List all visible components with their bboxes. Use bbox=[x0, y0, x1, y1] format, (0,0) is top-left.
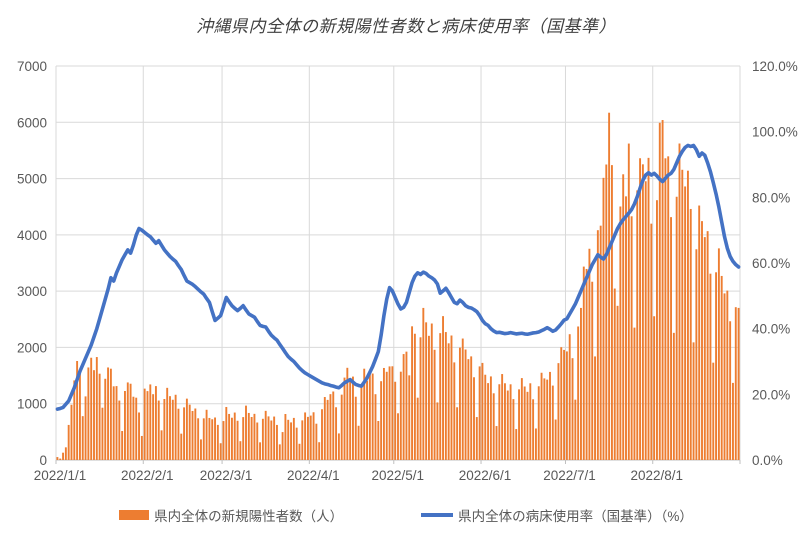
svg-text:0.0%: 0.0% bbox=[752, 453, 783, 468]
right-axis-labels: 0.0% 20.0% 40.0% 60.0% 80.0% 100.0% 120.0% bbox=[752, 59, 798, 468]
left-axis-labels: 0 1000 2000 3000 4000 5000 6000 7000 bbox=[17, 59, 47, 468]
svg-text:2022/3/1: 2022/3/1 bbox=[200, 468, 253, 483]
svg-text:2000: 2000 bbox=[17, 340, 47, 355]
svg-text:80.0%: 80.0% bbox=[752, 190, 790, 205]
svg-text:6000: 6000 bbox=[17, 115, 47, 130]
legend-item-cases: 県内全体の新規陽性者数（人） bbox=[119, 505, 343, 525]
chart-legend: 県内全体の新規陽性者数（人） 県内全体の病床使用率（国基準）（%） bbox=[0, 505, 812, 525]
legend-item-bed-usage: 県内全体の病床使用率（国基準）（%） bbox=[421, 505, 693, 525]
bar-series-swatch bbox=[119, 510, 150, 520]
svg-text:3000: 3000 bbox=[17, 284, 47, 299]
line-series-bed-usage bbox=[55, 143, 741, 411]
svg-text:2022/8/1: 2022/8/1 bbox=[630, 468, 683, 483]
svg-text:2022/7/1: 2022/7/1 bbox=[543, 468, 596, 483]
chart-plot-area: 0 1000 2000 3000 4000 5000 6000 7000 0.0% 20.0% 40… bbox=[17, 59, 798, 483]
svg-text:2022/5/1: 2022/5/1 bbox=[371, 468, 424, 483]
svg-text:2022/1/1: 2022/1/1 bbox=[34, 468, 87, 483]
svg-text:1000: 1000 bbox=[17, 397, 47, 412]
svg-text:0: 0 bbox=[39, 453, 47, 468]
svg-text:120.0%: 120.0% bbox=[752, 59, 798, 74]
gridlines-vertical bbox=[55, 66, 741, 464]
x-axis-labels: 2022/1/1 2022/2/1 2022/3/1 2022/4/1 2022/5/1… bbox=[34, 468, 683, 483]
line-series-swatch bbox=[421, 513, 454, 517]
svg-text:2022/4/1: 2022/4/1 bbox=[287, 468, 340, 483]
chart-title: 沖縄県内全体の新規陽性者数と病床使用率（国基準） bbox=[196, 17, 616, 36]
legend-label-bed-usage: 県内全体の病床使用率（国基準）（%） bbox=[458, 509, 693, 524]
bar-series-daily-cases bbox=[56, 112, 740, 461]
svg-text:100.0%: 100.0% bbox=[752, 125, 798, 140]
legend-label-cases: 県内全体の新規陽性者数（人） bbox=[154, 509, 344, 524]
svg-text:5000: 5000 bbox=[17, 172, 47, 187]
svg-text:7000: 7000 bbox=[17, 59, 47, 74]
svg-text:2022/2/1: 2022/2/1 bbox=[121, 468, 174, 483]
svg-text:4000: 4000 bbox=[17, 228, 47, 243]
svg-text:40.0%: 40.0% bbox=[752, 322, 790, 337]
svg-text:60.0%: 60.0% bbox=[752, 256, 790, 271]
svg-text:20.0%: 20.0% bbox=[752, 387, 790, 402]
svg-text:2022/6/1: 2022/6/1 bbox=[459, 468, 512, 483]
